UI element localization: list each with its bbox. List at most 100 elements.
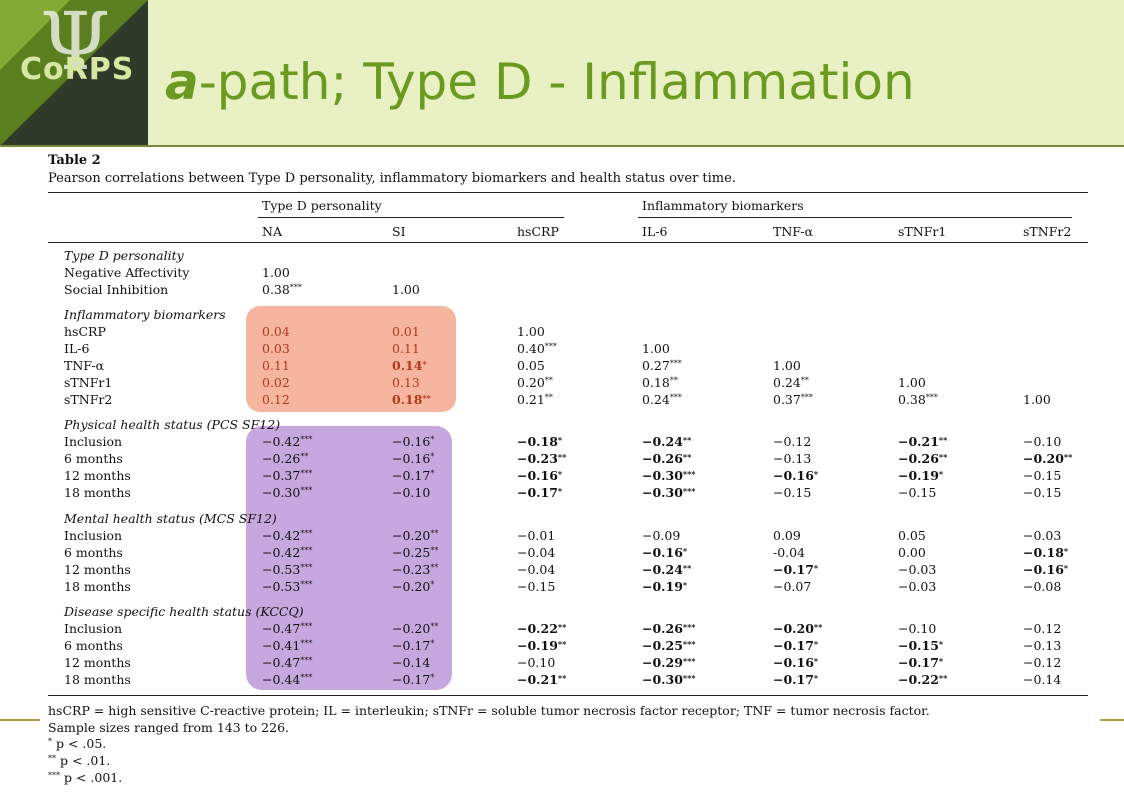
table-cell: 1.00	[517, 324, 545, 339]
table-cell: −0.07	[773, 579, 812, 594]
table-cell: −0.17*	[898, 655, 944, 670]
table-cell: −0.44***	[262, 672, 313, 687]
table-cell: 1.00	[898, 375, 926, 390]
row-label: 18 months	[64, 485, 131, 500]
table-cell: 0.40***	[517, 341, 557, 356]
table-cell: −0.16*	[392, 434, 435, 449]
table-cell: −0.14	[392, 655, 431, 670]
slide-header: Ψ CoRPS a-path; Type D - Inflammation	[0, 0, 1124, 146]
row-label: IL-6	[64, 341, 90, 356]
row-label: Negative Affectivity	[64, 265, 190, 280]
table-cell: 0.04	[262, 324, 290, 339]
column-header: TNF-α	[773, 224, 814, 239]
table-cell: −0.23**	[392, 562, 439, 577]
row-label: 18 months	[64, 579, 131, 594]
table-cell: −0.30***	[642, 672, 696, 687]
table-cell: −0.53***	[262, 579, 313, 594]
table-cell: 0.05	[517, 358, 545, 373]
table-cell: −0.15	[1023, 468, 1062, 483]
group-header-biomarkers: Inflammatory biomarkers	[642, 198, 804, 213]
table-cell: −0.15*	[898, 638, 944, 653]
table-cell: −0.12	[773, 434, 812, 449]
table-cell: −0.03	[1023, 528, 1062, 543]
table-cell: −0.17*	[773, 562, 819, 577]
table-cell: −0.16*	[773, 655, 819, 670]
table-cell: 1.00	[1023, 392, 1051, 407]
footnote-p05: * p < .05.	[48, 736, 107, 751]
right-accent-rule	[1100, 719, 1124, 721]
footnote-p001: *** p < .001.	[48, 770, 123, 785]
table-cell: −0.37***	[262, 468, 313, 483]
row-label: Inclusion	[64, 434, 123, 449]
table-cell: −0.03	[898, 562, 937, 577]
column-header: IL-6	[642, 224, 668, 239]
row-label: 12 months	[64, 562, 131, 577]
table-cell: −0.13	[773, 451, 812, 466]
row-label: 6 months	[64, 451, 123, 466]
table-cell: -0.04	[773, 545, 806, 560]
table-cell: −0.47***	[262, 655, 313, 670]
table-cell: 0.18**	[642, 375, 678, 390]
table-cell: −0.41***	[262, 638, 313, 653]
column-header: hsCRP	[517, 224, 559, 239]
table-cell: −0.10	[1023, 434, 1062, 449]
column-header: NA	[262, 224, 282, 239]
table-cell: 0.00	[898, 545, 926, 560]
table-cell: −0.19*	[642, 579, 688, 594]
table-cell: −0.22**	[517, 621, 567, 636]
table-cell: −0.30***	[642, 485, 696, 500]
title-italic: a	[165, 53, 199, 111]
table-cell: −0.20*	[392, 579, 435, 594]
table-bottom-rule	[48, 695, 1088, 696]
table-cell: 0.21**	[517, 392, 553, 407]
table-cell: −0.04	[517, 545, 556, 560]
table-caption: Table 2 Pearson correlations between Typ…	[48, 152, 736, 188]
table-cell: −0.18*	[1023, 545, 1069, 560]
table-cell: −0.12	[1023, 621, 1062, 636]
table-cell: 0.27***	[642, 358, 682, 373]
row-label: Inclusion	[64, 621, 123, 636]
table-cell: −0.22**	[898, 672, 948, 687]
table-cell: −0.04	[517, 562, 556, 577]
table-cell: −0.19*	[898, 468, 944, 483]
table-cell: 0.03	[262, 341, 290, 356]
section-title: Type D personality	[64, 248, 184, 263]
section-title: Disease specific health status (KCCQ)	[64, 604, 304, 619]
table-cell: −0.10	[517, 655, 556, 670]
footnote-sample: Sample sizes ranged from 143 to 226.	[48, 720, 290, 735]
table-cell: −0.16*	[1023, 562, 1069, 577]
table-cell: −0.10	[392, 485, 431, 500]
table-cell: −0.15	[1023, 485, 1062, 500]
table-cell: −0.21**	[898, 434, 948, 449]
table-cell: −0.16*	[517, 468, 563, 483]
row-label: 6 months	[64, 545, 123, 560]
table-cell: 0.24***	[642, 392, 682, 407]
row-label: TNF-α	[64, 358, 105, 373]
table-cell: −0.42***	[262, 434, 313, 449]
table-cell: −0.42***	[262, 545, 313, 560]
table-cell: 0.13	[392, 375, 420, 390]
row-label: 12 months	[64, 655, 131, 670]
section-title: Physical health status (PCS SF12)	[64, 417, 281, 432]
table-cell: 0.09	[773, 528, 801, 543]
column-header: sTNFr1	[898, 224, 947, 239]
table-cell: −0.26**	[898, 451, 948, 466]
table-cell: −0.14	[1023, 672, 1062, 687]
table-cell: −0.17*	[392, 468, 435, 483]
table-cell: −0.24**	[642, 434, 692, 449]
table-cell: −0.30***	[642, 468, 696, 483]
table-cell: −0.53***	[262, 562, 313, 577]
table-cell: 0.38***	[262, 282, 302, 297]
table-cell: −0.09	[642, 528, 681, 543]
table-cell: −0.29***	[642, 655, 696, 670]
table-cell: 0.18**	[392, 392, 431, 407]
table-cell: 0.37***	[773, 392, 813, 407]
table-cell: −0.20**	[1023, 451, 1073, 466]
footnote-p01: ** p < .01.	[48, 753, 111, 768]
table-cell: −0.15	[517, 579, 556, 594]
table-cell: −0.42***	[262, 528, 313, 543]
table-cell: −0.20**	[392, 621, 439, 636]
table-cell: −0.16*	[642, 545, 688, 560]
table-top-rule	[48, 192, 1088, 193]
row-label: hsCRP	[64, 324, 106, 339]
